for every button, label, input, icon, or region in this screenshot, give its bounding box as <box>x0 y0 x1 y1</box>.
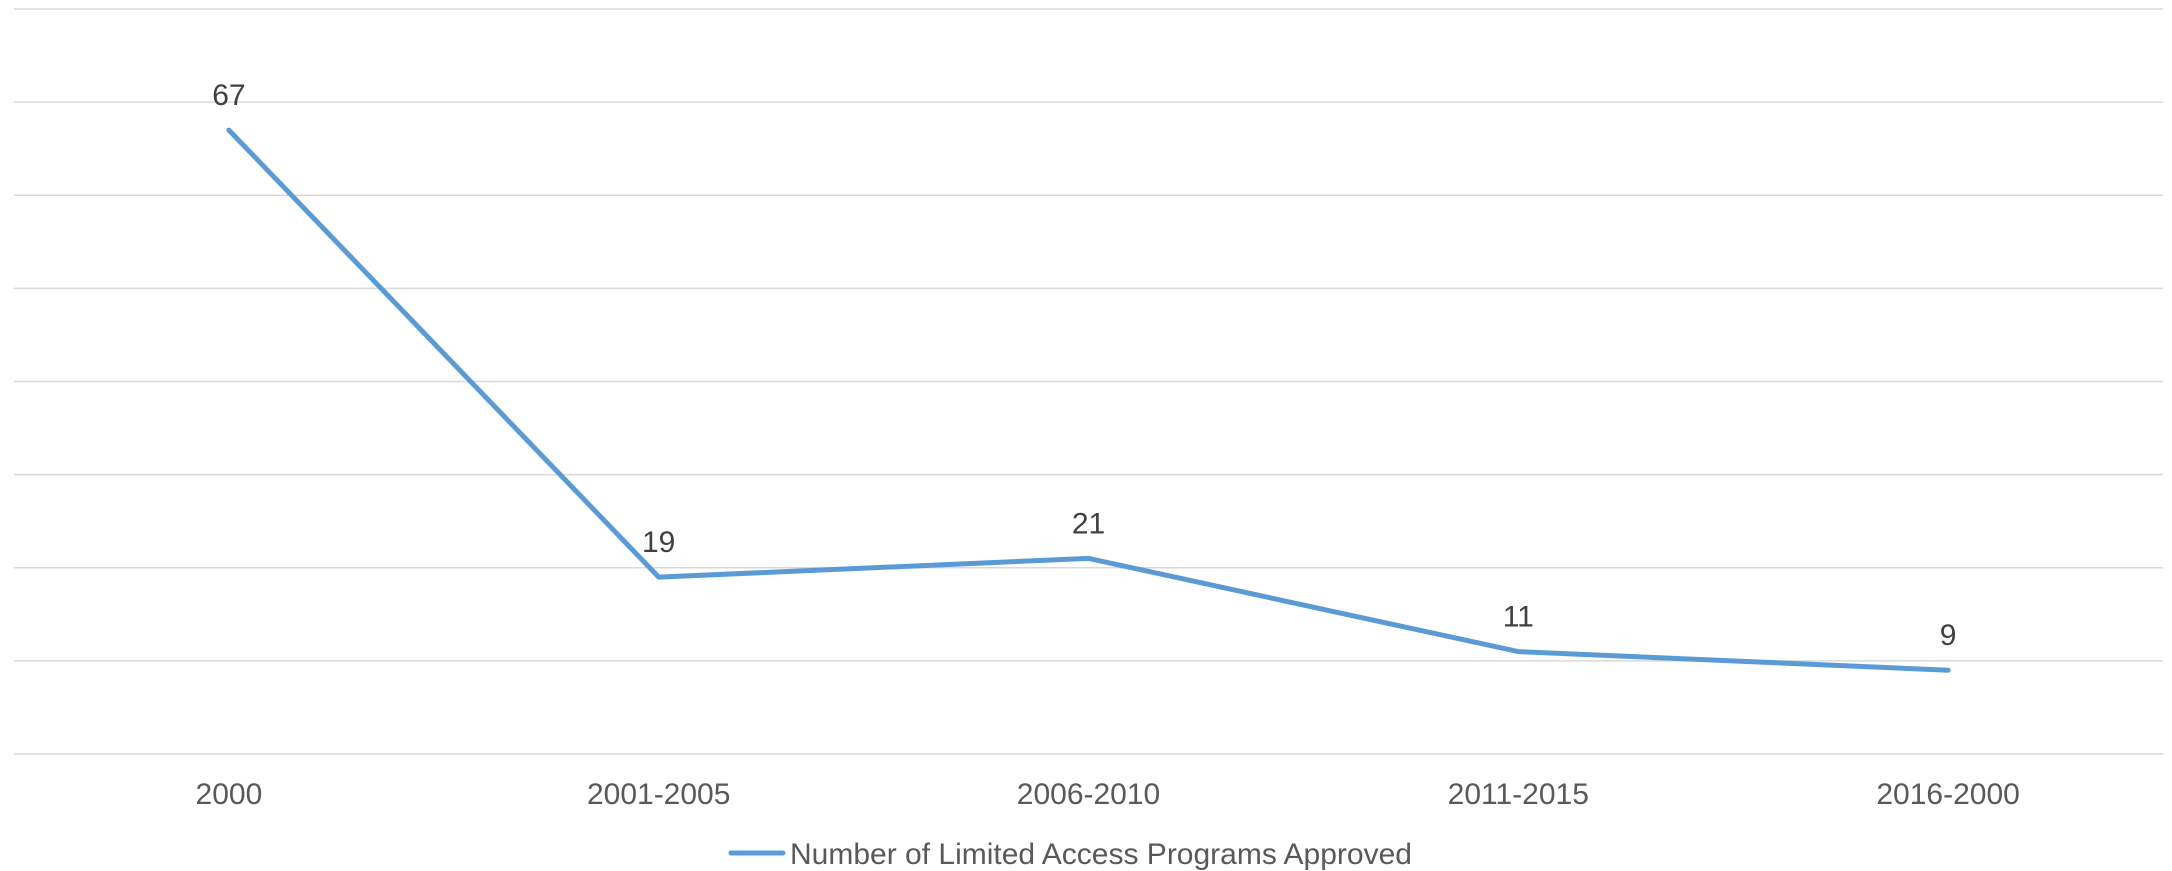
data-label: 19 <box>642 526 675 559</box>
x-tick-label: 2001-2005 <box>587 778 730 811</box>
x-tick-label: 2000 <box>196 778 263 811</box>
x-tick-label: 2011-2015 <box>1448 778 1589 811</box>
x-tick-label: 2016-2000 <box>1876 778 2019 811</box>
series-line <box>226 127 1951 673</box>
legend: Number of Limited Access Programs Approv… <box>728 838 1412 871</box>
legend-label: Number of Limited Access Programs Approv… <box>790 838 1412 871</box>
x-axis-tick-labels: 2000 2001-2005 2006-2010 2011-2015 2016-2000 <box>196 778 2020 811</box>
data-label: 11 <box>1503 601 1534 634</box>
x-tick-label: 2006-2010 <box>1017 778 1160 811</box>
data-labels: 67 19 21 11 9 <box>212 79 1956 652</box>
series-layer <box>226 127 1951 673</box>
data-label: 9 <box>1940 619 1957 652</box>
data-label: 21 <box>1072 507 1105 540</box>
gridlines <box>14 8 2163 755</box>
data-label: 67 <box>212 79 245 112</box>
